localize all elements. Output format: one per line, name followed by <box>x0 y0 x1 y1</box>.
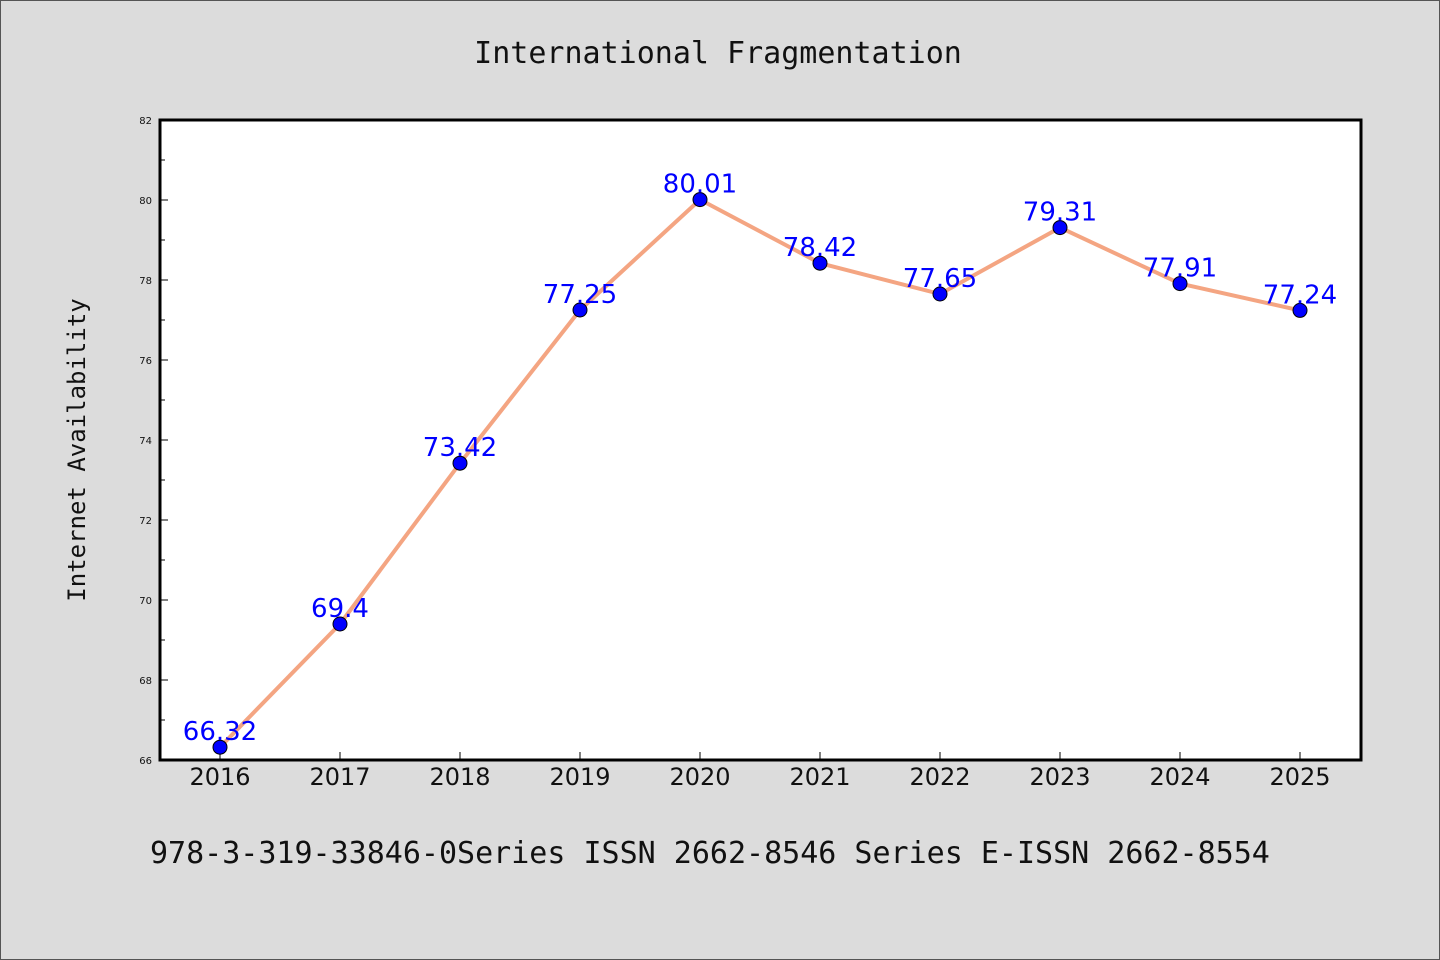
x-axis: 2016 2017 2018 2019 2020 2021 2022 2023 2024 2025 <box>189 752 1331 791</box>
plot-area <box>158 118 1363 762</box>
data-point <box>692 192 708 208</box>
data-point <box>452 455 468 471</box>
data-label: 77.25 <box>543 280 617 310</box>
data-label: 77.24 <box>1263 280 1337 310</box>
y-tick-label: 68 <box>139 676 152 687</box>
y-tick-label: 80 <box>139 196 152 207</box>
y-tick-label: 76 <box>139 356 152 367</box>
x-tick-label: 2017 <box>309 763 370 791</box>
data-point <box>932 286 948 302</box>
y-tick-label: 78 <box>139 276 152 287</box>
y-axis: 66 68 70 72 74 76 78 80 82 <box>139 116 168 767</box>
data-point <box>1292 302 1308 318</box>
x-tick-label: 2023 <box>1029 763 1090 791</box>
series-line <box>218 197 1302 750</box>
y-tick-label: 72 <box>139 516 152 527</box>
data-point <box>1052 220 1068 236</box>
data-point <box>212 739 228 755</box>
data-labels: 66.32 69.4 73.42 77.25 80.01 78.42 77.65 79.31 7… <box>183 170 1337 748</box>
x-tick-label: 2022 <box>909 763 970 791</box>
data-point <box>572 302 588 318</box>
data-label: 78.42 <box>783 233 857 263</box>
isbn-footnote: 978-3-319-33846-0Series ISSN 2662-8546 S… <box>150 836 1270 871</box>
data-label: 80.01 <box>663 170 737 200</box>
series-group <box>212 192 1308 755</box>
data-point <box>1172 276 1188 292</box>
y-tick-label: 66 <box>139 756 152 767</box>
data-label: 73.42 <box>423 433 497 463</box>
data-label: 79.31 <box>1023 198 1097 228</box>
data-label: 66.32 <box>183 717 257 747</box>
data-point <box>332 616 348 632</box>
y-axis-label: Internet Availability <box>63 298 91 601</box>
data-label: 69.4 <box>311 594 369 624</box>
x-tick-label: 2025 <box>1269 763 1330 791</box>
data-point <box>812 255 828 271</box>
x-tick-label: 2024 <box>1149 763 1210 791</box>
data-label: 77.65 <box>903 264 977 294</box>
y-tick-label: 82 <box>139 116 152 127</box>
x-tick-label: 2016 <box>189 763 250 791</box>
x-tick-label: 2018 <box>429 763 490 791</box>
x-tick-label: 2021 <box>789 763 850 791</box>
y-tick-label: 74 <box>139 436 152 447</box>
y-tick-label: 70 <box>139 596 152 607</box>
x-tick-label: 2019 <box>549 763 610 791</box>
data-label: 77.91 <box>1143 254 1217 284</box>
chart-title: International Fragmentation <box>474 36 962 71</box>
x-tick-label: 2020 <box>669 763 730 791</box>
